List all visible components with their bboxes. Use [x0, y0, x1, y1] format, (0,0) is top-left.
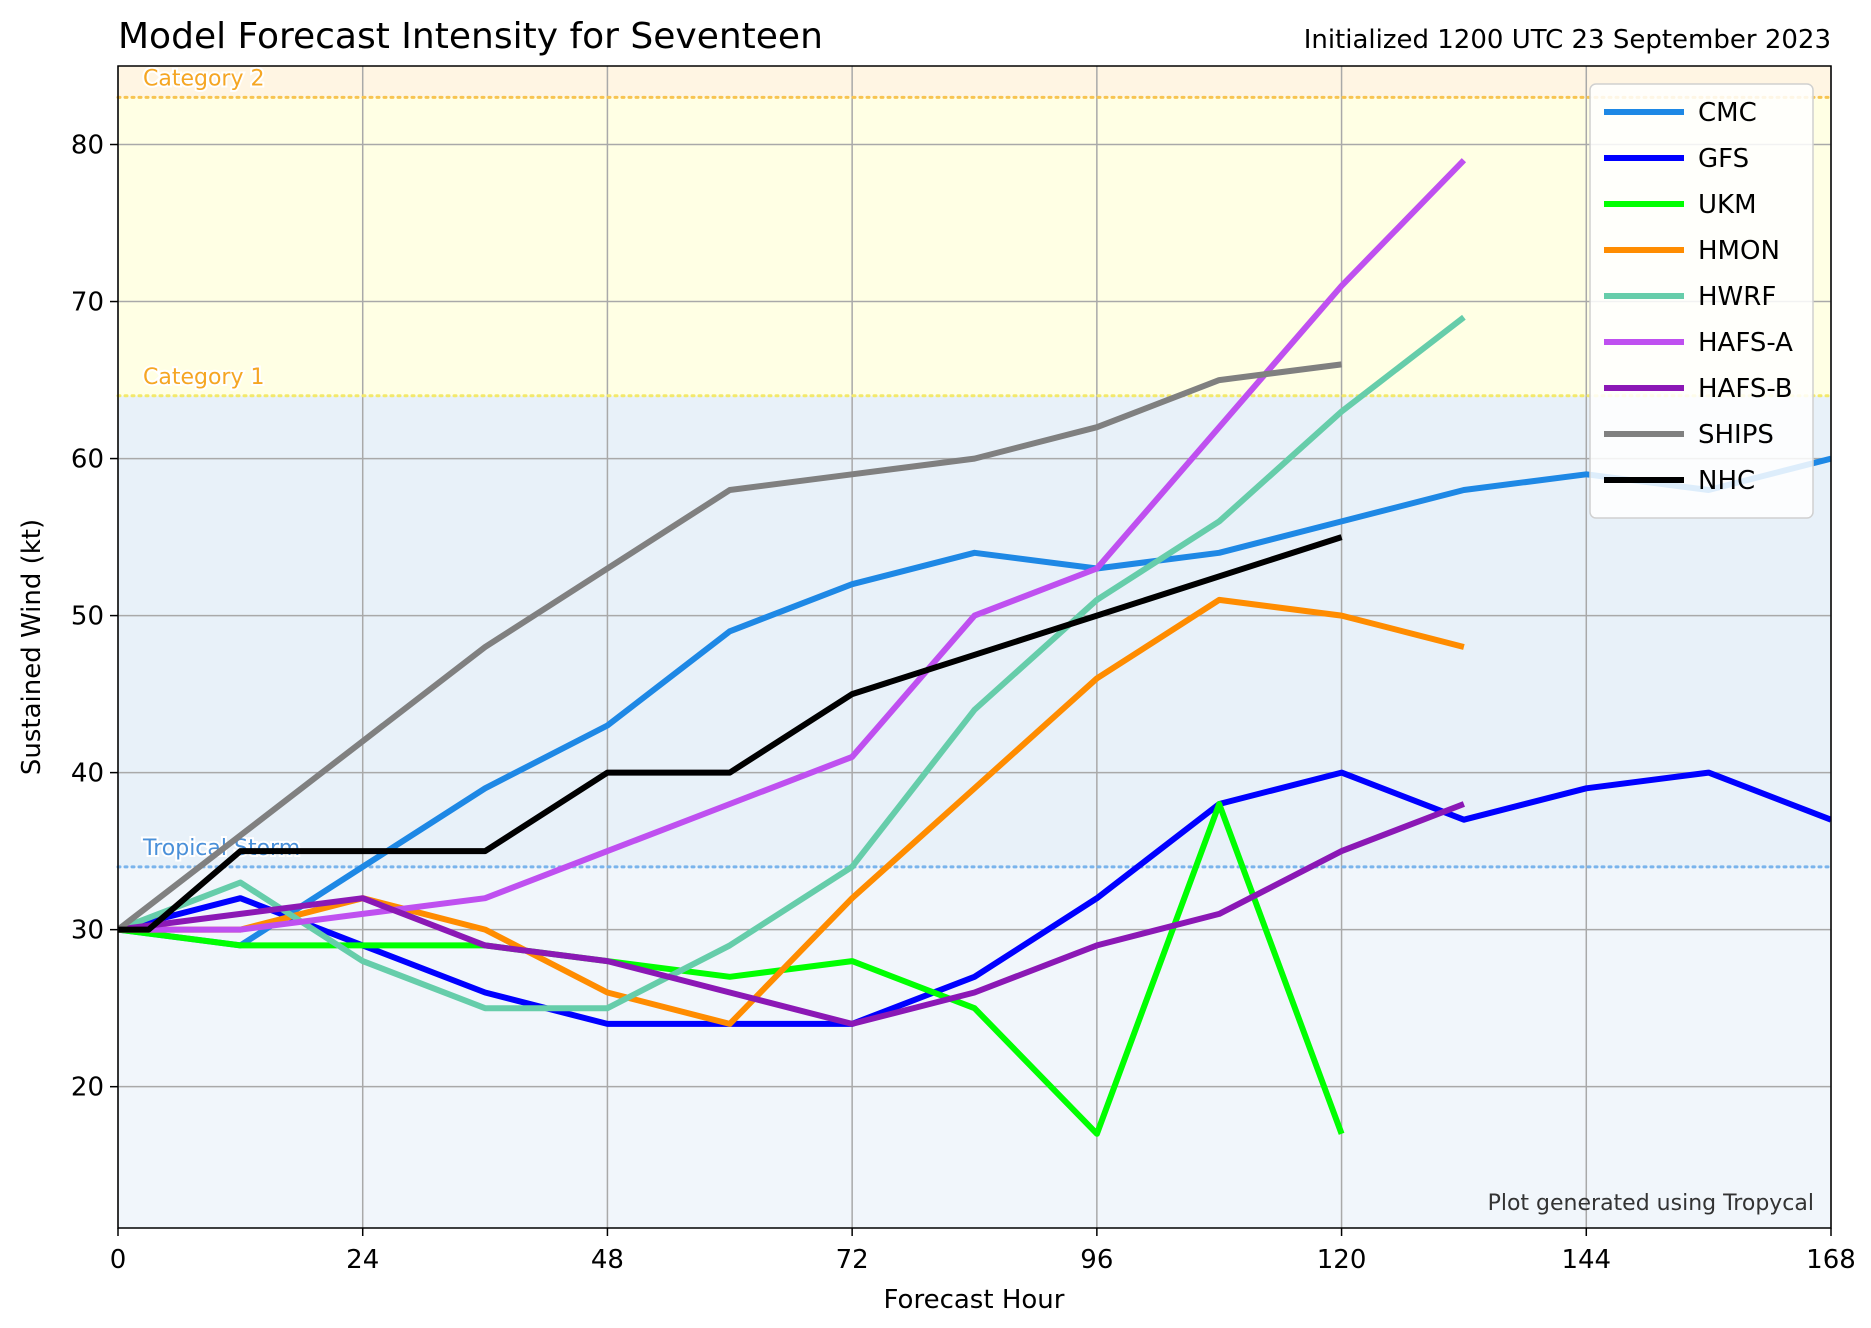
legend-label: CMC — [1698, 98, 1757, 128]
series-lines — [118, 158, 1831, 1137]
legend-label: GFS — [1698, 144, 1749, 174]
y-axis-ticks: 20 30 40 50 60 70 80 — [71, 131, 118, 1103]
x-axis-ticks: 0 24 48 72 96 120 144 168 — [110, 1228, 1856, 1275]
legend-label: NHC — [1698, 466, 1755, 496]
band-category-2 — [118, 66, 1831, 98]
legend-label: UKM — [1698, 190, 1757, 220]
tropycal-credit: Plot generated using Tropycal — [1488, 1191, 1814, 1216]
legend: CMC GFS UKM HMON HWRF HAFS-A HAFS-B SHIPS NHC — [1589, 83, 1814, 519]
x-tick-label: 144 — [1561, 1245, 1611, 1275]
series-line-gfs — [118, 769, 1831, 1027]
x-tick-label: 48 — [591, 1245, 624, 1275]
chart-subtitle: Initialized 1200 UTC 23 September 2023 — [1304, 25, 1831, 55]
legend-label: HAFS-B — [1698, 374, 1793, 404]
x-tick-label: 168 — [1806, 1245, 1856, 1275]
y-tick-label: 50 — [71, 602, 104, 632]
y-tick-label: 70 — [71, 288, 104, 318]
x-tick-label: 0 — [110, 1245, 127, 1275]
series-line-ships — [118, 361, 1342, 932]
y-axis-label: Sustained Wind (kt) — [17, 519, 47, 775]
series-line-hafs-a — [118, 158, 1467, 933]
legend-label: SHIPS — [1698, 420, 1774, 450]
y-tick-label: 40 — [71, 759, 104, 789]
threshold-label: Category 2 — [143, 66, 264, 91]
y-tick-label: 60 — [71, 445, 104, 475]
band-tropical-depression — [118, 866, 1831, 1228]
series-line-hafs-b — [118, 801, 1465, 1027]
series-line-cmc — [118, 455, 1831, 949]
y-tick-label: 80 — [71, 131, 104, 161]
band-category-1 — [118, 97, 1831, 396]
chart-title: Model Forecast Intensity for Seventeen — [118, 16, 823, 57]
intensity-bands — [118, 66, 1831, 1228]
series-line-nhc — [118, 534, 1343, 933]
x-tick-label: 24 — [346, 1245, 379, 1275]
y-tick-label: 20 — [71, 1073, 104, 1103]
legend-box — [1589, 83, 1814, 519]
plot-frame — [117, 65, 1832, 1229]
x-tick-label: 120 — [1317, 1245, 1367, 1275]
legend-label: HAFS-A — [1698, 328, 1793, 358]
threshold-label: Category 1 — [143, 365, 264, 390]
x-tick-label: 72 — [836, 1245, 869, 1275]
legend-label: HWRF — [1698, 282, 1776, 312]
x-tick-label: 96 — [1080, 1245, 1113, 1275]
series-line-hwrf — [118, 314, 1466, 1012]
legend-label: HMON — [1698, 236, 1780, 266]
series-line-ukm — [118, 801, 1345, 1137]
x-axis-label: Forecast Hour — [884, 1285, 1065, 1315]
band-tropical-storm — [118, 395, 1831, 867]
y-tick-label: 30 — [71, 916, 104, 946]
